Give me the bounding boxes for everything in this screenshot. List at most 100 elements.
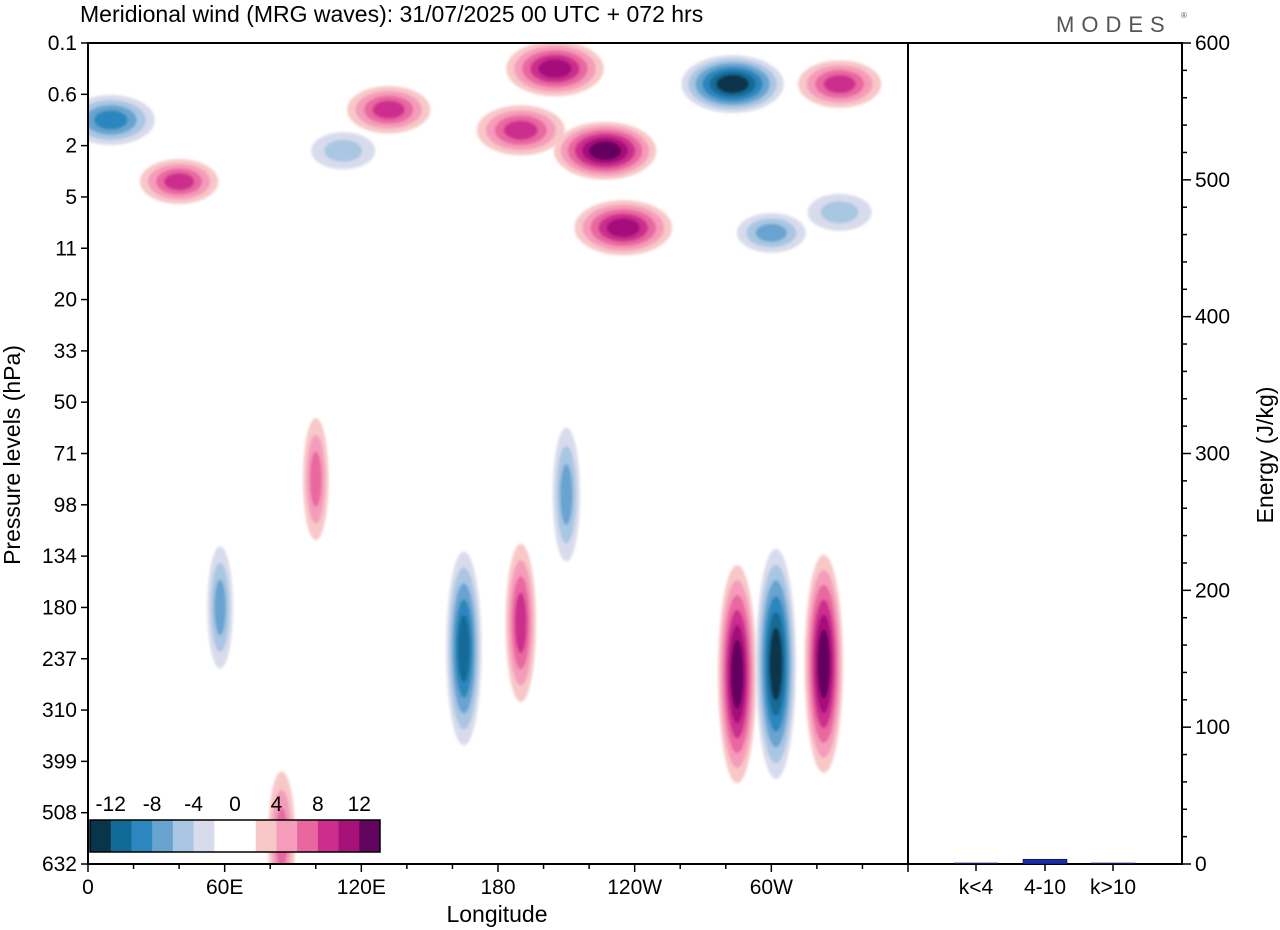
x-tick-label: 0	[82, 876, 94, 899]
pressure-axis: 0.1 0.6 2 5 11 20 33 50 71 98 134 180 237 310 399 508 63…	[42, 32, 88, 876]
y-tick-label: 0.1	[48, 32, 77, 55]
energy-category-label: k>10	[1090, 876, 1136, 899]
y-tick-label: 134	[42, 545, 77, 568]
contour-level	[769, 627, 783, 701]
contour-level	[214, 579, 226, 636]
energy-tick-label: 600	[1195, 32, 1230, 55]
colorbar-swatch	[255, 820, 277, 852]
contour-level	[588, 141, 622, 160]
x-tick-label: 60E	[206, 876, 243, 899]
wave-feature	[755, 548, 796, 779]
colorbar-swatch	[338, 820, 360, 852]
wave-feature	[302, 418, 329, 541]
y-tick-label: 11	[55, 237, 77, 260]
brand-logo: MODES	[1056, 12, 1172, 37]
contour-level	[731, 639, 744, 709]
contour-level	[372, 100, 405, 119]
y-tick-label: 33	[54, 340, 77, 363]
brand-mark: ®	[1181, 11, 1187, 20]
colorbar-swatch	[297, 820, 319, 852]
contour-level	[324, 139, 363, 162]
wave-feature	[807, 193, 872, 231]
contour-level	[820, 201, 859, 224]
wave-feature	[88, 94, 155, 145]
colorbar-swatch	[317, 820, 340, 852]
colorbar-label: -8	[143, 793, 162, 816]
colorbar-label: 12	[348, 793, 371, 816]
colorbar-swatch	[172, 820, 195, 852]
energy-axis: 0 100 200 300 400 500 600	[1182, 32, 1230, 876]
energy-tick-label: 100	[1195, 716, 1230, 739]
colorbar-label: -4	[184, 793, 203, 816]
energy-tick-label: 300	[1195, 443, 1230, 466]
x-axis-label: Longitude	[446, 901, 547, 927]
energy-tick-label: 400	[1195, 306, 1230, 329]
wave-feature	[798, 60, 882, 108]
energy-tick-label: 500	[1195, 169, 1230, 192]
colorbar-label: -12	[96, 793, 126, 816]
contour-level	[309, 451, 322, 507]
wave-feature	[505, 543, 536, 702]
contour-level	[93, 110, 128, 130]
colorbar-swatch	[276, 820, 298, 852]
wave-feature	[476, 105, 565, 156]
wave-feature	[553, 121, 657, 180]
y-axis-label: Pressure levels (hPa)	[0, 345, 25, 565]
heatmap-field	[88, 43, 882, 864]
wave-feature	[311, 132, 376, 170]
wave-feature	[139, 159, 219, 204]
contour-level	[755, 223, 787, 242]
y-tick-label: 2	[65, 135, 77, 158]
y-tick-label: 98	[54, 494, 77, 517]
y-tick-label: 20	[54, 289, 77, 312]
y-tick-label: 5	[65, 186, 77, 209]
y-tick-label: 508	[42, 802, 77, 825]
energy-panel-frame	[907, 42, 1183, 865]
wave-feature	[552, 427, 580, 562]
colorbar-swatch	[214, 820, 236, 852]
x-tick-label: 120W	[607, 876, 662, 899]
wave-feature	[506, 43, 604, 97]
x-tick-label: 120E	[337, 876, 386, 899]
wave-feature	[574, 200, 673, 256]
energy-bars: k<4 4-10 k>10	[953, 858, 1136, 899]
contour-level	[457, 615, 470, 682]
wave-feature	[207, 546, 233, 669]
colorbar-swatch	[110, 820, 132, 852]
chart-title: Meridional wind (MRG waves): 31/07/2025 …	[80, 1, 703, 27]
y-tick-label: 632	[42, 853, 77, 876]
colorbar-label: 4	[271, 793, 283, 816]
y-tick-label: 50	[54, 391, 77, 414]
colorbar-swatch	[90, 820, 112, 852]
wave-feature	[736, 213, 806, 253]
contour-level	[164, 172, 195, 191]
wave-feature	[804, 554, 843, 773]
colorbar-label: 8	[312, 793, 324, 816]
energy-tick-label: 0	[1195, 853, 1207, 876]
wave-feature	[446, 551, 482, 746]
colorbar-swatch	[359, 820, 381, 852]
energy-bar	[953, 862, 999, 865]
wave-feature	[717, 565, 757, 784]
colorbar: -12 -8 -4 0 4 8 12	[89, 793, 381, 853]
contour-level	[538, 59, 572, 79]
colorbar-label: 0	[229, 793, 241, 816]
contour-level	[817, 629, 830, 699]
energy-axis-label: Energy (J/kg)	[1252, 387, 1278, 524]
contour-level	[560, 464, 573, 525]
x-tick-label: 60W	[750, 876, 793, 899]
energy-tick-label: 200	[1195, 579, 1230, 602]
wave-feature	[347, 86, 431, 134]
energy-bar	[1090, 862, 1136, 865]
colorbar-swatch	[235, 820, 257, 852]
energy-bar	[1022, 858, 1068, 865]
y-tick-label: 180	[42, 596, 77, 619]
energy-category-label: 4-10	[1024, 876, 1066, 899]
contour-level	[503, 120, 538, 140]
wave-feature	[681, 55, 784, 113]
y-tick-label: 0.6	[48, 83, 77, 106]
x-tick-label: 180	[480, 876, 515, 899]
energy-category-label: k<4	[959, 876, 994, 899]
y-tick-label: 399	[42, 750, 77, 773]
